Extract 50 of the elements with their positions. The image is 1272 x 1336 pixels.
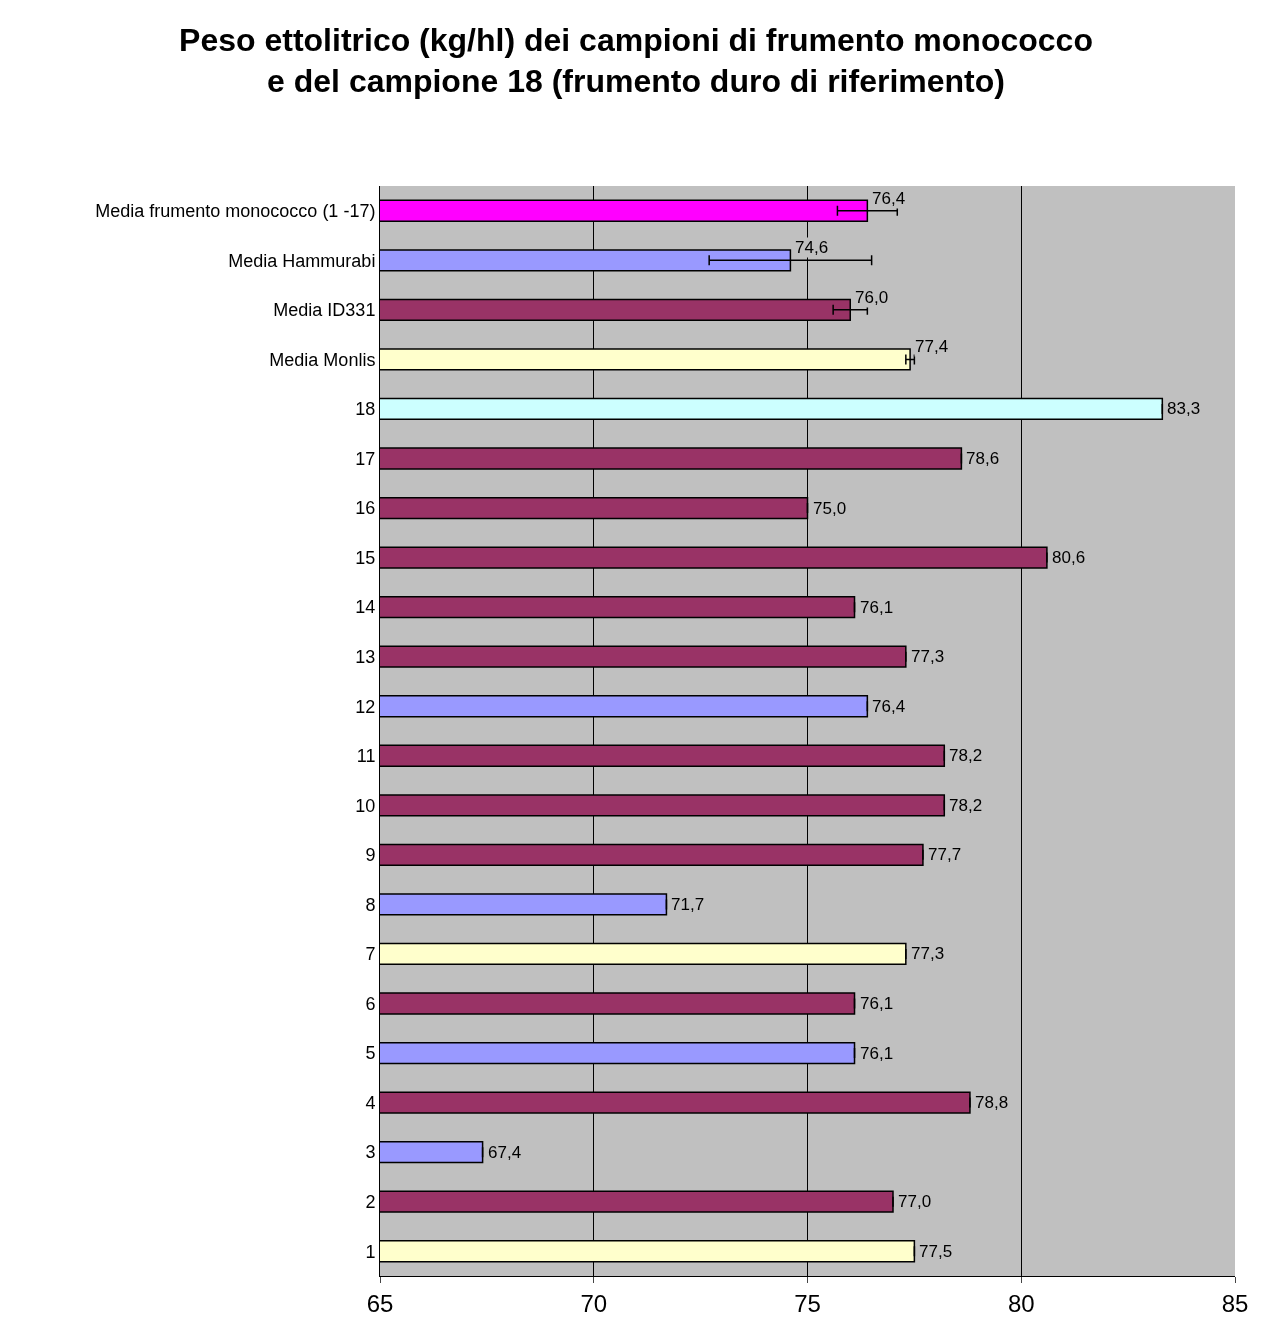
y-tick-label: 18 <box>355 399 376 420</box>
data-label: 78,2 <box>949 796 983 815</box>
y-tick-label: 15 <box>355 547 376 568</box>
data-label: 78,8 <box>975 1093 1009 1112</box>
data-label: 80,6 <box>1052 548 1086 567</box>
x-tick-label: 70 <box>580 1289 608 1317</box>
y-tick-label: 5 <box>365 1043 376 1064</box>
data-label: 75,0 <box>813 499 847 518</box>
y-tick-label: 2 <box>365 1191 376 1212</box>
x-tick-label: 85 <box>1221 1289 1249 1317</box>
data-label: 76,1 <box>860 994 894 1013</box>
data-label: 76,1 <box>860 1044 894 1063</box>
x-tick-label: 65 <box>366 1289 394 1317</box>
data-label: 76,4 <box>872 697 906 716</box>
data-label: 83,3 <box>1167 399 1201 418</box>
data-label: 71,7 <box>671 895 705 914</box>
data-label: 78,2 <box>949 746 983 765</box>
y-tick-label: 4 <box>365 1092 376 1113</box>
data-label: 77,5 <box>919 1242 953 1261</box>
data-label: 76,0 <box>855 288 889 307</box>
data-label: 67,4 <box>488 1143 522 1162</box>
data-label: 74,6 <box>795 238 829 257</box>
y-tick-label: Media Monlis <box>269 349 376 370</box>
data-label: 77,0 <box>898 1192 932 1211</box>
y-tick-label: 13 <box>355 646 376 667</box>
data-label: 78,6 <box>966 449 1000 468</box>
data-label: 77,3 <box>911 647 945 666</box>
chart-title: Peso ettolitrico (kg/hl) dei campioni di frumento monococco e del campione 18 (frumento duro di riferimento) <box>179 21 1093 100</box>
y-tick-label: 3 <box>365 1142 376 1163</box>
y-tick-label: 10 <box>355 795 376 816</box>
y-tick-label: Media frumento monococco (1 -17) <box>95 201 376 222</box>
y-tick-label: 1 <box>365 1241 376 1262</box>
y-tick-label: 16 <box>355 498 376 519</box>
data-label: 77,4 <box>915 337 949 356</box>
data-label: 77,3 <box>911 944 945 963</box>
y-tick-label: 12 <box>355 696 376 717</box>
y-tick-label: 8 <box>365 894 376 915</box>
data-label: 77,7 <box>928 845 962 864</box>
x-tick-label: 75 <box>794 1289 821 1317</box>
y-tick-label: 14 <box>355 597 376 618</box>
y-tick-label: Media Hammurabi <box>228 250 376 271</box>
data-label: 76,1 <box>860 598 894 617</box>
y-tick-label: 9 <box>365 845 376 866</box>
data-label: 76,4 <box>872 189 906 208</box>
y-tick-label: Media ID331 <box>273 300 376 321</box>
y-tick-label: 17 <box>355 448 376 469</box>
y-tick-label: 6 <box>365 993 376 1014</box>
y-tick-label: 7 <box>365 944 376 965</box>
y-tick-label: 11 <box>356 746 376 767</box>
x-tick-label: 80 <box>1007 1289 1035 1317</box>
